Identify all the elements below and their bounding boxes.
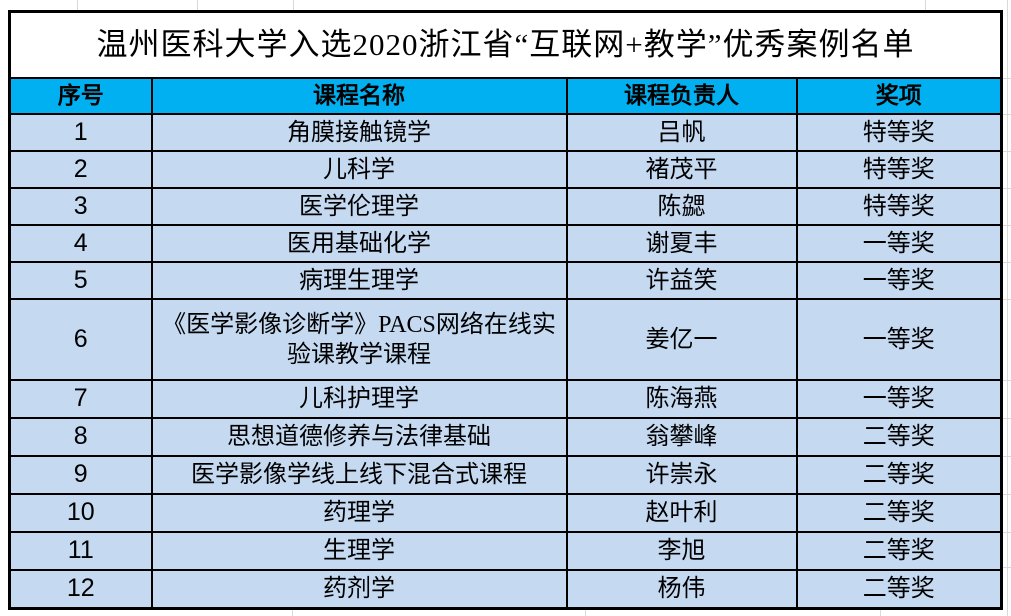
cell-leader: 赵叶利 <box>565 493 798 533</box>
cell-course: 病理生理学 <box>150 261 568 300</box>
gridline <box>1000 456 1011 457</box>
cell-no: 3 <box>8 187 153 226</box>
table-row: 8 思想道德修养与法律基础 翁攀峰 二等奖 <box>8 417 1003 457</box>
gridline <box>293 0 294 10</box>
cell-no: 8 <box>8 417 153 457</box>
cell-no: 6 <box>8 298 153 381</box>
cell-no: 7 <box>8 379 153 419</box>
cell-award: 二等奖 <box>795 417 1003 457</box>
page-title: 温州医科大学入选2020浙江省“互联网+教学”优秀案例名单 <box>8 10 1003 79</box>
table-row: 5 病理生理学 许益笑 一等奖 <box>8 261 1003 300</box>
cell-leader: 李旭 <box>565 531 798 571</box>
award-list-table: 温州医科大学入选2020浙江省“互联网+教学”优秀案例名单 序号 课程名称 课程… <box>8 10 1003 610</box>
cell-no: 10 <box>8 493 153 533</box>
column-header-no: 序号 <box>8 77 153 115</box>
gridline <box>1000 262 1011 263</box>
cell-award: 一等奖 <box>795 379 1003 419</box>
gridline <box>1000 380 1011 381</box>
cell-course: 《医学影像诊断学》PACS网络在线实验课教学课程 <box>150 298 568 381</box>
table-row: 9 医学影像学线上线下混合式课程 许崇永 二等奖 <box>8 455 1003 495</box>
cell-award: 二等奖 <box>795 531 1003 571</box>
gridline <box>585 605 586 616</box>
table-row: 4 医用基础化学 谢夏丰 一等奖 <box>8 224 1003 263</box>
table-row: 6 《医学影像诊断学》PACS网络在线实验课教学课程 姜亿一 一等奖 <box>8 298 1003 381</box>
gridline <box>1000 151 1011 152</box>
gridline <box>1000 418 1011 419</box>
cell-leader: 谢夏丰 <box>565 224 798 263</box>
cell-leader: 许益笑 <box>565 261 798 300</box>
table-row: 1 角膜接触镜学 吕帆 特等奖 <box>8 113 1003 152</box>
gridline <box>197 0 198 10</box>
cell-leader: 褚茂平 <box>565 150 798 189</box>
cell-leader: 姜亿一 <box>565 298 798 381</box>
cell-award: 一等奖 <box>795 224 1003 263</box>
gridline <box>1000 494 1011 495</box>
gridline <box>1000 188 1011 189</box>
gridline <box>1000 299 1011 300</box>
column-header-leader: 课程负责人 <box>565 77 798 115</box>
cell-award: 二等奖 <box>795 569 1003 609</box>
gridline <box>1000 78 1011 79</box>
gridline <box>1000 225 1011 226</box>
cell-course: 生理学 <box>150 531 568 571</box>
gridline <box>1007 0 1008 616</box>
gridline <box>925 0 926 10</box>
cell-course: 医学伦理学 <box>150 187 568 226</box>
cell-course: 药剂学 <box>150 569 568 609</box>
cell-leader: 翁攀峰 <box>565 417 798 457</box>
gridline <box>292 605 293 616</box>
cell-leader: 吕帆 <box>565 113 798 152</box>
cell-no: 5 <box>8 261 153 300</box>
cell-no: 4 <box>8 224 153 263</box>
cell-no: 2 <box>8 150 153 189</box>
cell-award: 二等奖 <box>795 455 1003 495</box>
cell-course: 儿科护理学 <box>150 379 568 419</box>
gridline <box>77 0 78 10</box>
cell-no: 12 <box>8 569 153 609</box>
gridline <box>1000 532 1011 533</box>
cell-award: 特等奖 <box>795 187 1003 226</box>
cell-award: 一等奖 <box>795 298 1003 381</box>
cell-course: 医用基础化学 <box>150 224 568 263</box>
gridline <box>1000 567 1011 568</box>
gridline <box>1000 114 1011 115</box>
table-row: 7 儿科护理学 陈海燕 一等奖 <box>8 379 1003 419</box>
cell-no: 11 <box>8 531 153 571</box>
cell-leader: 陈海燕 <box>565 379 798 419</box>
cell-course: 儿科学 <box>150 150 568 189</box>
column-header-award: 奖项 <box>795 77 1003 115</box>
table-row: 2 儿科学 褚茂平 特等奖 <box>8 150 1003 189</box>
column-header-course: 课程名称 <box>150 77 568 115</box>
cell-no: 1 <box>8 113 153 152</box>
table-row: 11 生理学 李旭 二等奖 <box>8 531 1003 571</box>
cell-award: 特等奖 <box>795 150 1003 189</box>
title-row: 温州医科大学入选2020浙江省“互联网+教学”优秀案例名单 <box>8 10 1003 79</box>
cell-leader: 陈勰 <box>565 187 798 226</box>
cell-award: 特等奖 <box>795 113 1003 152</box>
cell-course: 思想道德修养与法律基础 <box>150 417 568 457</box>
cell-no: 9 <box>8 455 153 495</box>
gridline <box>880 605 881 616</box>
table-row: 10 药理学 赵叶利 二等奖 <box>8 493 1003 533</box>
table-row: 3 医学伦理学 陈勰 特等奖 <box>8 187 1003 226</box>
cell-leader: 杨伟 <box>565 569 798 609</box>
cell-award: 一等奖 <box>795 261 1003 300</box>
cell-course: 医学影像学线上线下混合式课程 <box>150 455 568 495</box>
cell-course: 角膜接触镜学 <box>150 113 568 152</box>
cell-course: 药理学 <box>150 493 568 533</box>
cell-leader: 许崇永 <box>565 455 798 495</box>
header-row: 序号 课程名称 课程负责人 奖项 <box>8 77 1003 115</box>
table-row: 12 药剂学 杨伟 二等奖 <box>8 569 1003 609</box>
cell-award: 二等奖 <box>795 493 1003 533</box>
